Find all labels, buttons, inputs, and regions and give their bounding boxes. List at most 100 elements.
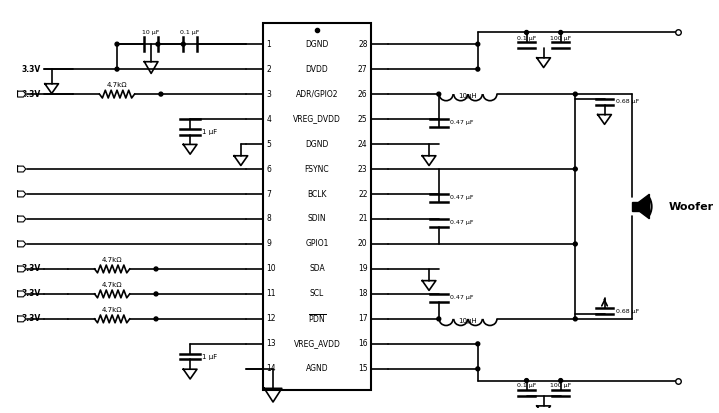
Text: 2: 2 (266, 64, 271, 74)
Circle shape (573, 92, 577, 96)
Text: 5: 5 (266, 140, 271, 149)
Text: 0.1 µF: 0.1 µF (517, 383, 536, 388)
Circle shape (476, 42, 480, 46)
Circle shape (525, 379, 528, 382)
Text: 10µH: 10µH (459, 318, 477, 324)
Text: 12: 12 (266, 314, 275, 323)
Text: DGND: DGND (305, 140, 329, 149)
Text: 4: 4 (266, 114, 271, 123)
Text: $\overline{\rm PDN}$: $\overline{\rm PDN}$ (308, 313, 326, 325)
Circle shape (559, 379, 563, 382)
Text: 14: 14 (266, 364, 276, 373)
Circle shape (476, 67, 480, 71)
Circle shape (154, 317, 158, 321)
Polygon shape (17, 166, 26, 172)
Polygon shape (17, 191, 26, 197)
Bar (632, 202, 639, 211)
Text: 19: 19 (358, 264, 367, 273)
Circle shape (115, 42, 119, 46)
Text: 11: 11 (266, 290, 275, 299)
Text: AGND: AGND (306, 364, 328, 373)
Text: 100 µF: 100 µF (550, 36, 572, 41)
Polygon shape (17, 266, 26, 272)
Text: 3: 3 (266, 90, 271, 99)
Circle shape (181, 42, 186, 46)
Text: 6: 6 (266, 164, 271, 173)
Text: 1 µF: 1 µF (202, 129, 217, 135)
Text: 25: 25 (358, 114, 367, 123)
Text: 17: 17 (358, 314, 367, 323)
Circle shape (154, 292, 158, 296)
Text: ADR/GPIO2: ADR/GPIO2 (296, 90, 338, 99)
Text: 28: 28 (358, 40, 367, 49)
Text: 10 µF: 10 µF (142, 31, 160, 36)
Polygon shape (17, 291, 26, 297)
Text: 10µH: 10µH (459, 93, 477, 99)
Text: 1: 1 (266, 40, 271, 49)
Text: 4.7kΩ: 4.7kΩ (102, 307, 122, 313)
Text: 9: 9 (266, 240, 271, 249)
Circle shape (559, 31, 563, 34)
Text: 20: 20 (358, 240, 367, 249)
Text: 22: 22 (358, 190, 367, 199)
Polygon shape (17, 91, 26, 97)
Text: 0.68 µF: 0.68 µF (616, 309, 639, 313)
Text: 18: 18 (358, 290, 367, 299)
Text: 4.7kΩ: 4.7kΩ (106, 82, 127, 88)
Text: DVDD: DVDD (306, 64, 329, 74)
Circle shape (573, 167, 577, 171)
Circle shape (476, 342, 480, 346)
Text: 4.7kΩ: 4.7kΩ (102, 282, 122, 288)
Text: SDIN: SDIN (308, 214, 326, 223)
Text: VREG_DVDD: VREG_DVDD (293, 114, 341, 123)
Text: DGND: DGND (305, 40, 329, 49)
Text: 8: 8 (266, 214, 271, 223)
Polygon shape (17, 241, 26, 247)
Text: 0.1 µF: 0.1 µF (180, 31, 200, 36)
Text: 0.1 µF: 0.1 µF (517, 36, 536, 41)
Polygon shape (639, 194, 649, 219)
Text: VREG_AVDD: VREG_AVDD (293, 339, 340, 349)
Circle shape (437, 317, 441, 321)
Text: 3.3V: 3.3V (22, 64, 41, 74)
Circle shape (573, 242, 577, 246)
Text: SCL: SCL (310, 290, 324, 299)
Text: 100 µF: 100 µF (550, 383, 572, 388)
Text: 7: 7 (266, 190, 271, 199)
Text: 16: 16 (358, 339, 367, 349)
FancyBboxPatch shape (263, 23, 370, 390)
Text: 26: 26 (358, 90, 367, 99)
Text: 4.7kΩ: 4.7kΩ (102, 257, 122, 263)
Circle shape (573, 317, 577, 321)
Text: 27: 27 (358, 64, 367, 74)
Text: 3.3V: 3.3V (22, 290, 41, 299)
Circle shape (525, 31, 528, 34)
Polygon shape (17, 316, 26, 322)
Polygon shape (17, 216, 26, 222)
Text: FSYNC: FSYNC (305, 164, 329, 173)
Text: 15: 15 (358, 364, 367, 373)
Text: 0.47 µF: 0.47 µF (451, 295, 474, 300)
Text: Woofer: Woofer (669, 202, 714, 211)
Circle shape (476, 367, 480, 371)
Circle shape (159, 92, 162, 96)
Text: SDA: SDA (309, 264, 325, 273)
Circle shape (437, 92, 441, 96)
Text: 0.68 µF: 0.68 µF (616, 100, 639, 104)
Text: 21: 21 (358, 214, 367, 223)
Text: 24: 24 (358, 140, 367, 149)
Text: 13: 13 (266, 339, 276, 349)
Text: 1 µF: 1 µF (202, 354, 217, 360)
Text: 3.3V: 3.3V (22, 90, 41, 99)
Text: GPIO1: GPIO1 (305, 240, 329, 249)
Circle shape (154, 267, 158, 271)
Text: 10: 10 (266, 264, 276, 273)
Circle shape (156, 42, 160, 46)
Text: 0.47 µF: 0.47 µF (451, 221, 474, 225)
Text: 0.47 µF: 0.47 µF (451, 121, 474, 126)
Circle shape (115, 67, 119, 71)
Text: 3.3V: 3.3V (22, 264, 41, 273)
Text: 0.47 µF: 0.47 µF (451, 195, 474, 200)
Text: BCLK: BCLK (307, 190, 326, 199)
Text: 3.3V: 3.3V (22, 314, 41, 323)
